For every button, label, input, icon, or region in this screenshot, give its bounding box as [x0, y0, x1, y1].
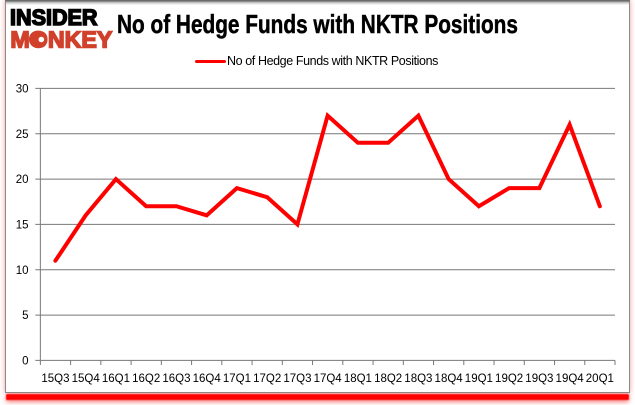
- svg-text:15: 15: [16, 220, 29, 232]
- svg-text:19Q2: 19Q2: [495, 373, 523, 385]
- svg-text:5: 5: [22, 310, 28, 322]
- svg-text:18Q2: 18Q2: [374, 373, 402, 385]
- svg-text:30: 30: [16, 84, 29, 96]
- svg-text:16Q3: 16Q3: [162, 373, 190, 385]
- svg-text:16Q2: 16Q2: [132, 373, 160, 385]
- svg-text:16Q1: 16Q1: [102, 373, 130, 385]
- svg-text:18Q1: 18Q1: [344, 373, 372, 385]
- svg-text:19Q3: 19Q3: [525, 373, 553, 385]
- svg-text:17Q2: 17Q2: [253, 373, 281, 385]
- svg-text:25: 25: [16, 129, 29, 141]
- svg-text:10: 10: [16, 265, 29, 277]
- svg-text:18Q3: 18Q3: [404, 373, 432, 385]
- svg-text:MONKEY: MONKEY: [10, 26, 112, 52]
- svg-text:0: 0: [22, 356, 28, 368]
- svg-text:INSIDER: INSIDER: [10, 5, 98, 30]
- svg-text:19Q1: 19Q1: [465, 373, 493, 385]
- svg-text:17Q3: 17Q3: [283, 373, 311, 385]
- svg-text:15Q4: 15Q4: [72, 373, 101, 385]
- svg-text:16Q4: 16Q4: [193, 373, 222, 385]
- svg-text:20Q1: 20Q1: [586, 373, 614, 385]
- svg-text:17Q1: 17Q1: [223, 373, 251, 385]
- svg-text:20: 20: [16, 174, 29, 186]
- svg-text:15Q3: 15Q3: [41, 373, 69, 385]
- svg-text:17Q4: 17Q4: [314, 373, 343, 385]
- svg-text:19Q4: 19Q4: [556, 373, 585, 385]
- svg-text:18Q4: 18Q4: [435, 373, 464, 385]
